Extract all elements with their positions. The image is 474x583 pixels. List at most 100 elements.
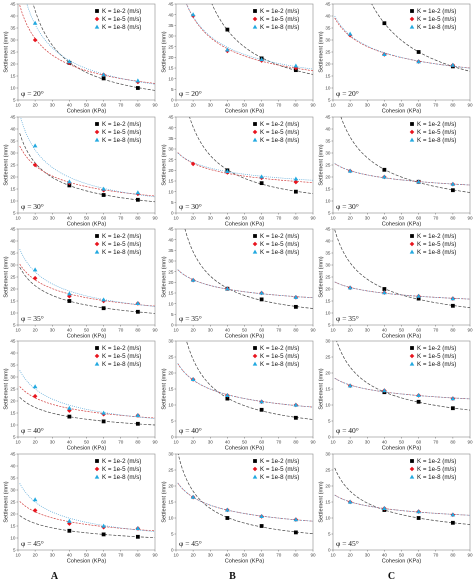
data-point-series-1 xyxy=(293,189,298,194)
legend-marker-series-3 xyxy=(252,361,258,366)
data-point-series-1 xyxy=(382,21,387,26)
data-point-series-3 xyxy=(67,291,72,296)
y-tick-label: 30 xyxy=(325,452,331,457)
x-tick-label: 80 xyxy=(293,440,299,445)
legend-marker-series-1 xyxy=(410,122,414,126)
y-tick-label: 45 xyxy=(168,2,174,7)
legend-marker-series-1 xyxy=(410,9,414,13)
y-tick-label: 30 xyxy=(168,259,174,264)
legend-label-series-3: K = 1e-8 (m/s) xyxy=(260,361,299,368)
plot-frame xyxy=(17,340,156,438)
x-tick-label: 80 xyxy=(135,440,141,445)
phi-annotation: φ = 40° xyxy=(21,426,44,435)
data-point-series-3 xyxy=(450,512,456,517)
x-tick-label: 30 xyxy=(365,440,371,445)
y-tick-label: 5 xyxy=(328,419,331,424)
x-tick-label: 40 xyxy=(382,216,388,221)
data-point-series-3 xyxy=(67,405,72,410)
legend-marker-series-1 xyxy=(410,459,414,463)
fit-curve-series-1 xyxy=(211,4,313,75)
phi-annotation: φ = 45° xyxy=(21,539,44,548)
legend-label-series-2: K = 1e-5 (m/s) xyxy=(102,466,141,473)
x-tick-label: 90 xyxy=(467,440,473,445)
plot-frame xyxy=(175,3,314,101)
x-tick-label: 90 xyxy=(467,553,473,558)
fit-curve-series-2 xyxy=(177,152,313,183)
chart-A1: 10 20 30 40 50 60 70 80 9051015202530354045Cohes… xyxy=(4,2,158,115)
plot-frame xyxy=(17,228,156,326)
data-point-series-1 xyxy=(450,303,455,308)
x-tick-label: 40 xyxy=(225,553,231,558)
x-tick-label: 30 xyxy=(50,553,56,558)
y-tick-label: 25 xyxy=(10,50,16,55)
data-point-series-3 xyxy=(347,383,353,388)
data-point-series-1 xyxy=(135,309,140,314)
x-tick-label: 50 xyxy=(84,553,90,558)
data-point-series-1 xyxy=(416,516,421,520)
legend-marker-series-2 xyxy=(409,16,415,22)
y-axis-label: Settlement (mm) xyxy=(319,256,325,297)
legend-marker-series-2 xyxy=(409,353,415,359)
y-axis-label: Settlement (mm) xyxy=(319,481,325,522)
data-point-series-3 xyxy=(225,47,230,52)
legend-label-series-3: K = 1e-8 (m/s) xyxy=(260,24,299,31)
fit-curve-series-1 xyxy=(19,515,155,539)
x-tick-label: 50 xyxy=(84,440,90,445)
legend-label-series-1: K = 1e-2 (m/s) xyxy=(260,121,299,128)
y-tick-label: 5 xyxy=(328,211,331,216)
x-tick-label: 10 xyxy=(173,216,179,221)
data-point-series-3 xyxy=(382,388,387,393)
data-point-series-3 xyxy=(190,494,196,499)
fit-curve-series-3 xyxy=(334,377,470,400)
y-tick-label: 5 xyxy=(171,419,174,424)
y-tick-label: 10 xyxy=(325,311,331,316)
y-tick-label: 30 xyxy=(168,147,174,152)
legend-label-series-3: K = 1e-8 (m/s) xyxy=(417,361,456,368)
legend-marker-series-2 xyxy=(252,353,258,359)
x-tick-label: 40 xyxy=(225,103,231,108)
x-axis-label: Cohesion (KPa) xyxy=(382,109,422,115)
x-axis-label: Cohesion (KPa) xyxy=(225,109,265,115)
legend-marker-series-3 xyxy=(409,474,415,479)
data-point-series-3 xyxy=(67,518,72,523)
y-tick-label: 40 xyxy=(10,351,16,356)
y-tick-label: 30 xyxy=(10,375,16,380)
x-tick-label: 60 xyxy=(259,216,265,221)
y-tick-label: 25 xyxy=(325,275,331,280)
x-tick-label: 30 xyxy=(208,216,214,221)
y-tick-label: 20 xyxy=(325,175,331,180)
x-tick-label: 70 xyxy=(433,553,439,558)
x-tick-label: 60 xyxy=(101,553,107,558)
legend-label-series-1: K = 1e-2 (m/s) xyxy=(417,121,456,128)
data-point-series-3 xyxy=(32,143,38,148)
y-tick-label: 10 xyxy=(168,516,174,521)
x-tick-label: 70 xyxy=(276,328,282,333)
x-tick-label: 10 xyxy=(15,553,21,558)
x-tick-label: 20 xyxy=(348,216,354,221)
fit-curve-series-3 xyxy=(177,482,313,522)
legend-label-series-3: K = 1e-8 (m/s) xyxy=(102,137,141,144)
y-tick-label: 25 xyxy=(168,355,174,360)
y-tick-label: 45 xyxy=(168,115,174,120)
legend-label-series-1: K = 1e-2 (m/s) xyxy=(102,121,141,128)
data-point-series-1 xyxy=(416,50,421,54)
chart-B1: 10 20 30 40 50 60 70 80 90 0 5 10 15 20 25 30 35 40 45 Cohe… xyxy=(162,2,316,115)
y-tick-label: 15 xyxy=(10,524,16,529)
data-point-series-3 xyxy=(101,186,106,191)
plot-frame xyxy=(17,116,156,214)
data-point-series-3 xyxy=(293,517,299,522)
y-tick-label: 30 xyxy=(168,339,174,344)
x-tick-label: 90 xyxy=(310,216,316,221)
x-tick-label: 90 xyxy=(467,216,473,221)
legend-marker-series-3 xyxy=(94,474,100,479)
data-point-series-3 xyxy=(416,59,421,64)
y-tick-label: 20 xyxy=(325,371,331,376)
x-tick-label: 60 xyxy=(416,440,422,445)
y-axis-label: Settlement (mm) xyxy=(4,144,10,185)
fit-curve-series-1 xyxy=(184,229,313,309)
fit-curve-series-3 xyxy=(334,494,470,516)
y-tick-label: 20 xyxy=(168,55,174,60)
x-tick-label: 50 xyxy=(84,103,90,108)
y-axis-label: Settlement (mm) xyxy=(319,31,325,72)
data-point-series-1 xyxy=(416,399,421,404)
